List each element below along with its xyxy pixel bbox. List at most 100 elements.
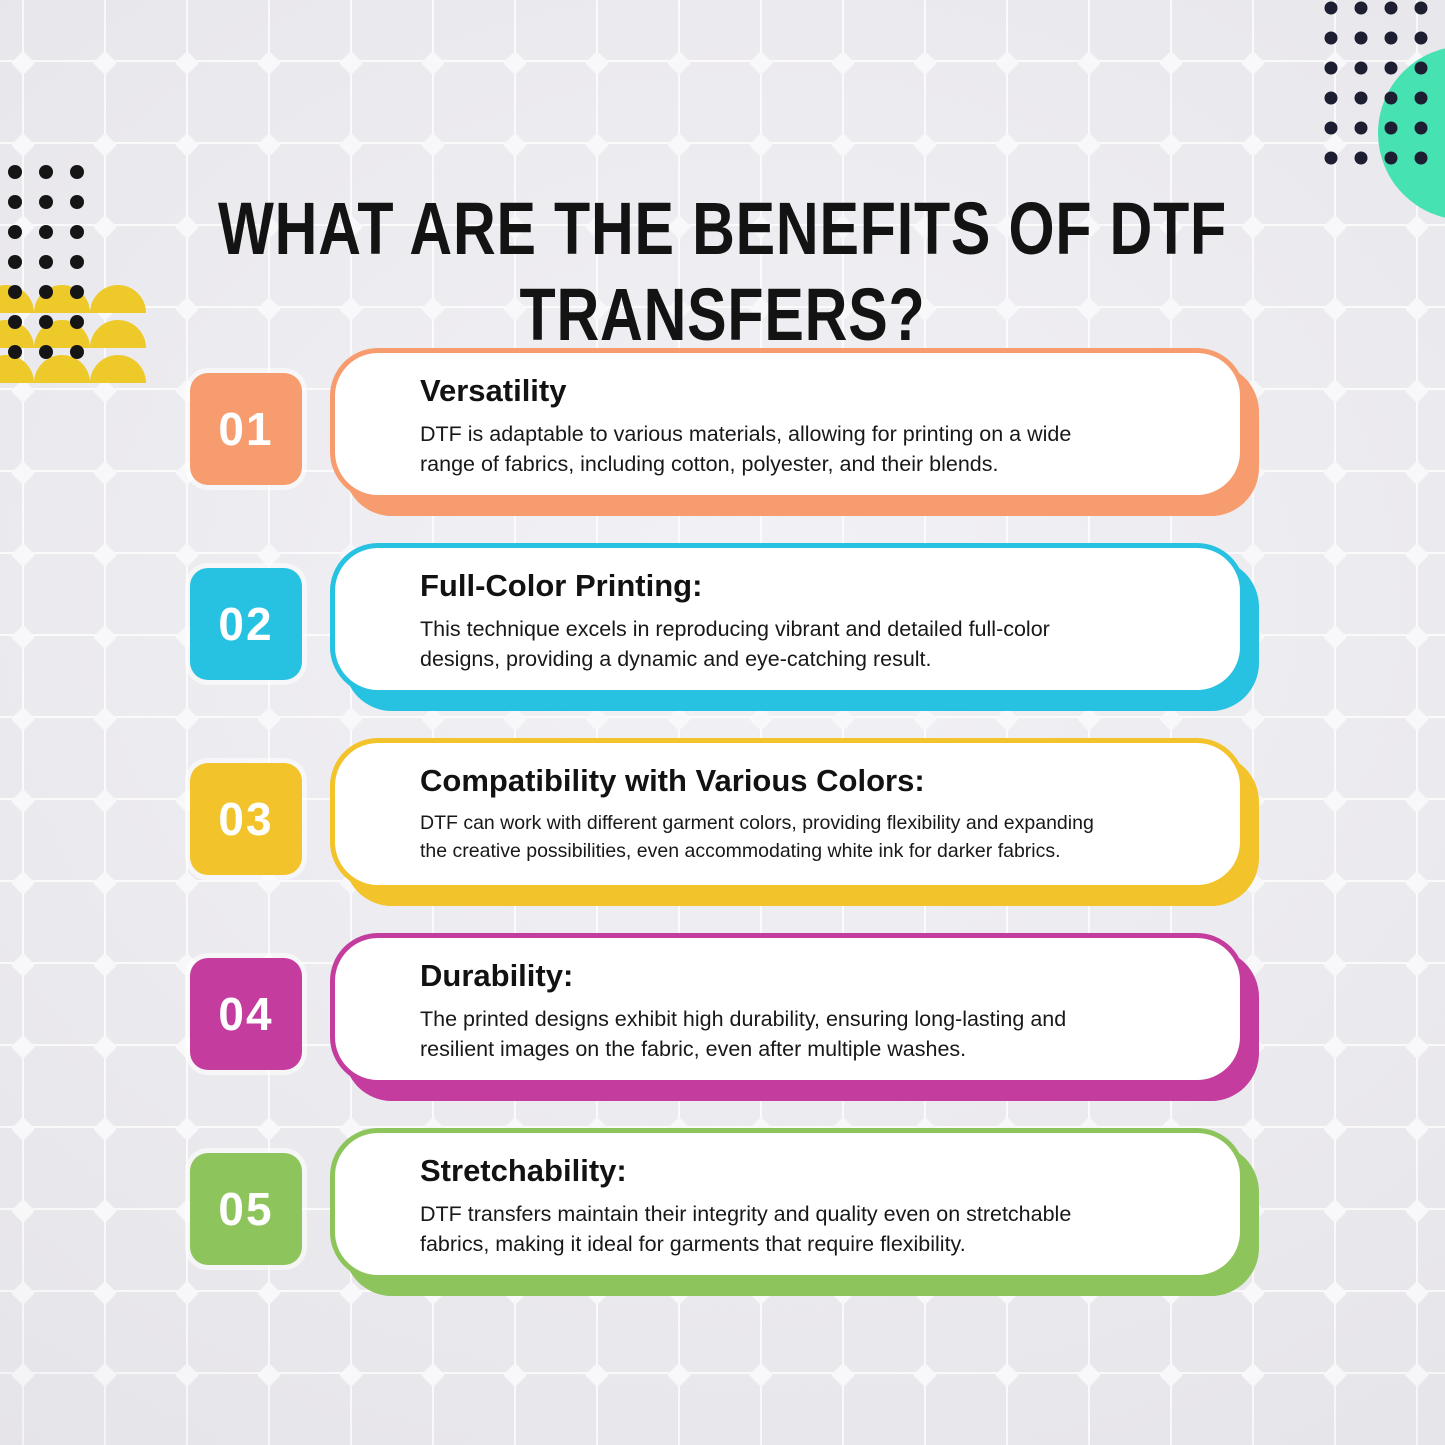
- grid-node-diamond: [420, 50, 446, 76]
- semicircle: [0, 320, 34, 348]
- card-number-badge: 03: [190, 763, 302, 875]
- benefit-card-full-color-printing: 02 Full-Color Printing: This technique e…: [0, 543, 1445, 713]
- dot: [8, 225, 22, 239]
- dot: [1354, 151, 1368, 165]
- card-body: DTF can work with different garment colo…: [420, 811, 1094, 862]
- grid-node-diamond: [10, 214, 36, 240]
- dot: [39, 255, 53, 269]
- grid-node-diamond: [1158, 1362, 1184, 1388]
- grid-node-diamond: [584, 50, 610, 76]
- grid-node-diamond: [420, 1362, 446, 1388]
- dot: [8, 315, 22, 329]
- grid-node-diamond: [1322, 50, 1348, 76]
- dot: [8, 165, 22, 179]
- grid-node-diamond: [338, 132, 364, 158]
- grid-node-diamond: [174, 1362, 200, 1388]
- grid-node-diamond: [830, 132, 856, 158]
- card-number-badge: 05: [190, 1153, 302, 1265]
- dot: [1384, 1, 1398, 15]
- grid-node-diamond: [1240, 132, 1266, 158]
- grid-node-diamond: [92, 50, 118, 76]
- grid-node-diamond: [174, 132, 200, 158]
- dot: [39, 285, 53, 299]
- card-body: DTF is adaptable to various materials, a…: [420, 421, 1072, 476]
- grid-node-diamond: [10, 132, 36, 158]
- grid-node-diamond: [256, 1362, 282, 1388]
- benefit-card-compatibility: 03 Compatibility with Various Colors: DT…: [0, 738, 1445, 908]
- grid-node-diamond: [174, 50, 200, 76]
- grid-node-diamond: [10, 1362, 36, 1388]
- circle-decoration: [1378, 46, 1445, 220]
- semicircle: [34, 320, 90, 348]
- dot: [1324, 91, 1338, 105]
- grid-node-diamond: [1322, 296, 1348, 322]
- benefit-card-durability: 04 Durability: The printed designs exhib…: [0, 933, 1445, 1103]
- grid-node-diamond: [338, 50, 364, 76]
- dot: [1324, 1, 1338, 15]
- dot: [1354, 121, 1368, 135]
- grid-node-diamond: [748, 50, 774, 76]
- grid-node-diamond: [584, 1362, 610, 1388]
- grid-node-diamond: [1158, 132, 1184, 158]
- grid-node-diamond: [1404, 296, 1430, 322]
- card-title: Versatility: [420, 373, 567, 408]
- grid-node-diamond: [256, 50, 282, 76]
- card-panel: Full-Color Printing: This technique exce…: [330, 543, 1245, 695]
- grid-node-diamond: [666, 50, 692, 76]
- card-body: This technique excels in reproducing vib…: [420, 616, 1050, 671]
- grid-node-diamond: [502, 50, 528, 76]
- grid-node-diamond: [666, 1362, 692, 1388]
- grid-node-diamond: [338, 1362, 364, 1388]
- dot: [39, 165, 53, 179]
- card-body: DTF transfers maintain their integrity a…: [420, 1201, 1072, 1256]
- semicircle: [90, 320, 146, 348]
- card-panel: Versatility DTF is adaptable to various …: [330, 348, 1245, 500]
- dot: [1354, 61, 1368, 75]
- dot: [1354, 1, 1368, 15]
- dot: [1414, 1, 1428, 15]
- grid-node-diamond: [1322, 214, 1348, 240]
- card-panel: Compatibility with Various Colors: DTF c…: [330, 738, 1245, 890]
- grid-node-diamond: [748, 132, 774, 158]
- grid-node-diamond: [748, 1362, 774, 1388]
- grid-node-diamond: [994, 132, 1020, 158]
- dot: [1414, 31, 1428, 45]
- grid-node-diamond: [1404, 1362, 1430, 1388]
- dot: [1324, 31, 1338, 45]
- dot: [1354, 91, 1368, 105]
- dot: [39, 315, 53, 329]
- dot: [39, 195, 53, 209]
- grid-node-diamond: [1240, 50, 1266, 76]
- semicircle: [34, 285, 90, 313]
- dot: [70, 165, 84, 179]
- semicircle: [90, 285, 146, 313]
- card-panel: Durability: The printed designs exhibit …: [330, 933, 1245, 1085]
- grid-node-diamond: [502, 1362, 528, 1388]
- grid-node-diamond: [1076, 50, 1102, 76]
- grid-node-diamond: [92, 296, 118, 322]
- card-number-badge: 02: [190, 568, 302, 680]
- dot: [1384, 61, 1398, 75]
- grid-node-diamond: [912, 132, 938, 158]
- dot: [70, 195, 84, 209]
- dot: [8, 255, 22, 269]
- dot: [39, 225, 53, 239]
- card-title: Full-Color Printing:: [420, 568, 703, 603]
- grid-node-diamond: [994, 50, 1020, 76]
- card-number-badge: 04: [190, 958, 302, 1070]
- dot: [1324, 151, 1338, 165]
- dot: [70, 225, 84, 239]
- dot: [8, 285, 22, 299]
- card-panel: Stretchability: DTF transfers maintain t…: [330, 1128, 1245, 1280]
- dot: [1354, 31, 1368, 45]
- grid-node-diamond: [912, 1362, 938, 1388]
- grid-node-diamond: [1076, 132, 1102, 158]
- grid-node-diamond: [256, 132, 282, 158]
- card-title: Compatibility with Various Colors:: [420, 763, 925, 798]
- grid-node-diamond: [92, 214, 118, 240]
- page-title: WHAT ARE THE BENEFITS OF DTF TRANSFERS?: [218, 186, 1227, 357]
- dot: [8, 195, 22, 209]
- card-title: Stretchability:: [420, 1153, 627, 1188]
- dot: [70, 315, 84, 329]
- grid-node-diamond: [10, 50, 36, 76]
